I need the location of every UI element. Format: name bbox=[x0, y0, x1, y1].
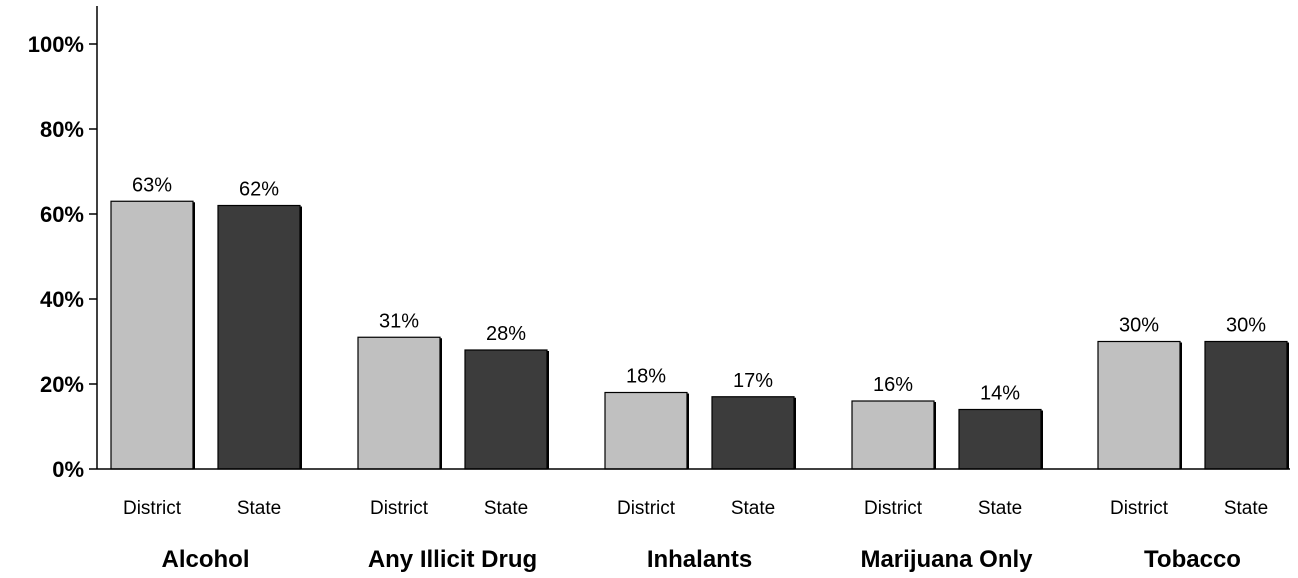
y-tick-label: 20% bbox=[40, 372, 84, 397]
series-label: State bbox=[237, 498, 281, 519]
category-label: Marijuana Only bbox=[860, 546, 1033, 573]
data-label: 18% bbox=[626, 366, 666, 388]
bar-state bbox=[1204, 340, 1288, 470]
series-label: District bbox=[123, 498, 182, 519]
series-label: District bbox=[617, 498, 676, 519]
y-axis: 0% 20% 40% 60% 80% 100% bbox=[28, 6, 98, 482]
category-label: Any Illicit Drug bbox=[368, 546, 537, 573]
x-axis: District State Alcohol District State Any Ill… bbox=[97, 468, 1290, 573]
bar-district bbox=[851, 400, 935, 470]
bar-state bbox=[464, 349, 548, 470]
y-tick-label: 100% bbox=[28, 32, 84, 57]
y-tick-label: 40% bbox=[40, 287, 84, 312]
y-tick-label: 80% bbox=[40, 117, 84, 142]
data-label: 30% bbox=[1119, 315, 1159, 337]
bar-state bbox=[711, 396, 795, 470]
bar-district bbox=[110, 200, 194, 470]
bar-district bbox=[604, 391, 688, 470]
bar-district bbox=[357, 336, 441, 470]
y-tick-label: 0% bbox=[52, 457, 84, 482]
data-label: 28% bbox=[486, 323, 526, 345]
bar-district bbox=[1097, 340, 1181, 470]
bars: 63% 62% 31% 28% 18% 17% 16% 14% 30% 30% bbox=[110, 174, 1289, 470]
series-label: District bbox=[1110, 498, 1169, 519]
data-label: 16% bbox=[873, 374, 913, 396]
y-tick-label: 60% bbox=[40, 202, 84, 227]
series-label: State bbox=[731, 498, 775, 519]
bar-state bbox=[958, 408, 1042, 470]
series-label: District bbox=[864, 498, 923, 519]
category-label: Tobacco bbox=[1144, 546, 1241, 573]
series-label: State bbox=[484, 498, 528, 519]
data-label: 62% bbox=[239, 179, 279, 201]
data-label: 30% bbox=[1226, 315, 1266, 337]
series-label: State bbox=[1224, 498, 1268, 519]
category-label: Inhalants bbox=[647, 546, 752, 573]
data-label: 63% bbox=[132, 174, 172, 196]
series-label: State bbox=[978, 498, 1022, 519]
bar-state bbox=[217, 204, 301, 470]
data-label: 17% bbox=[733, 370, 773, 392]
data-label: 14% bbox=[980, 383, 1020, 405]
category-label: Alcohol bbox=[162, 546, 250, 573]
data-label: 31% bbox=[379, 310, 419, 332]
series-label: District bbox=[370, 498, 429, 519]
